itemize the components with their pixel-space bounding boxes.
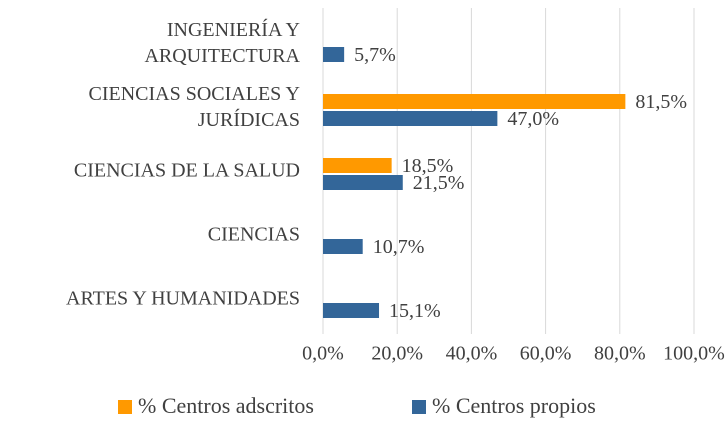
bar xyxy=(323,111,498,126)
data-label: 18,5% xyxy=(402,155,454,177)
data-label: 81,5% xyxy=(635,91,687,113)
bar xyxy=(323,94,626,109)
data-label: 5,7% xyxy=(354,44,396,66)
bar xyxy=(323,47,345,62)
legend-label: % Centros propios xyxy=(432,393,596,418)
bar xyxy=(323,175,403,190)
bar xyxy=(323,303,380,318)
data-label: 10,7% xyxy=(373,236,425,258)
bar xyxy=(323,239,363,254)
x-tick-label: 100,0% xyxy=(663,343,725,365)
data-label: 47,0% xyxy=(507,108,559,130)
x-tick-label: 20,0% xyxy=(371,343,423,365)
data-label: 15,1% xyxy=(389,300,441,322)
y-tick-label: CIENCIAS xyxy=(208,224,300,246)
x-tick-label: 40,0% xyxy=(446,343,498,365)
y-tick-label: ARTES Y HUMANIDADES xyxy=(66,288,300,310)
y-tick-label: CIENCIAS DE LA SALUD xyxy=(74,160,300,182)
legend-swatch xyxy=(118,400,132,414)
legend-label: % Centros adscritos xyxy=(138,393,314,418)
legend-swatch xyxy=(412,400,426,414)
x-tick-label: 60,0% xyxy=(520,343,572,365)
bar xyxy=(323,158,392,173)
y-tick-label: INGENIERÍA Y ARQUITECTURA xyxy=(144,18,300,67)
data-label: 21,5% xyxy=(413,172,465,194)
x-tick-label: 80,0% xyxy=(594,343,646,365)
y-tick-label: CIENCIAS SOCIALES Y JURÍDICAS xyxy=(89,83,301,131)
x-tick-label: 0,0% xyxy=(302,343,344,365)
